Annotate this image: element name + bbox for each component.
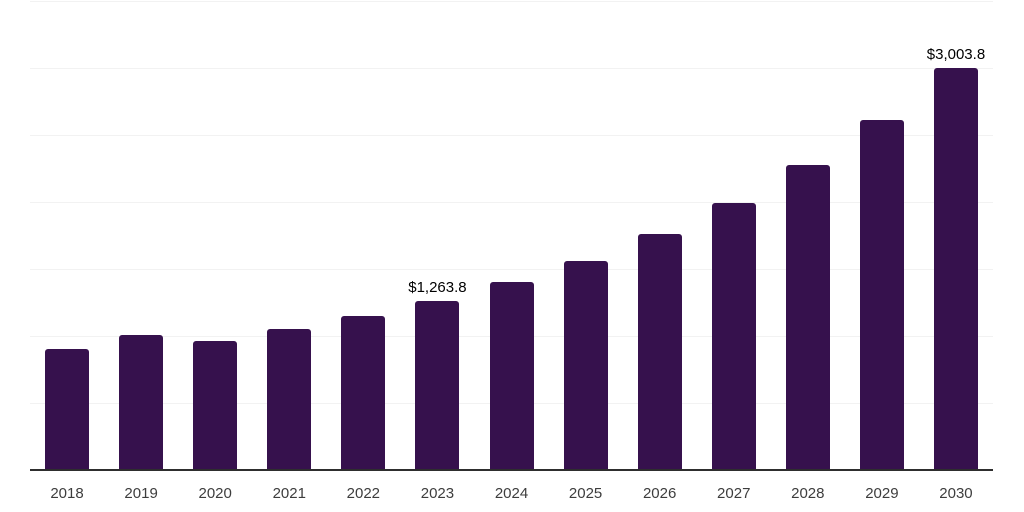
bar-2020	[193, 341, 238, 470]
bar-2023	[415, 300, 460, 470]
bar-2026	[637, 234, 682, 470]
band-2022	[326, 1, 400, 470]
band-2021	[252, 1, 326, 470]
band-2026	[623, 1, 697, 470]
band-2019	[104, 1, 178, 470]
band-2029	[845, 1, 919, 470]
bar-2022	[341, 315, 386, 470]
plot-area: $1,263.8 $3,003.8	[30, 1, 993, 470]
x-tick-2029: 2029	[865, 485, 899, 502]
gridline-2500	[30, 135, 993, 136]
band-2018	[30, 1, 104, 470]
x-axis-line	[30, 469, 993, 471]
bar-2025	[563, 261, 608, 470]
bar-2024	[489, 281, 534, 470]
band-2023: $1,263.8	[400, 1, 474, 470]
x-tick-2025: 2025	[568, 485, 603, 502]
band-2030: $3,003.8	[919, 1, 993, 470]
x-tick-2024: 2024	[494, 485, 529, 502]
x-tick-2030: 2030	[939, 485, 973, 502]
data-label-2023: $1,263.8	[408, 279, 467, 297]
band-2025	[549, 1, 623, 470]
x-tick-2027: 2027	[717, 485, 751, 502]
bar-2027	[711, 202, 756, 470]
x-tick-2018: 2018	[50, 485, 84, 502]
bar-2021	[267, 329, 312, 470]
bar-2018	[45, 349, 90, 470]
data-label-2030: $3,003.8	[926, 46, 986, 63]
x-tick-2020: 2020	[198, 485, 232, 502]
bar-2029	[859, 120, 904, 470]
x-axis: 2018 2019 2020 2021 2022 2023 2024 2025 2026 2027…	[30, 485, 993, 502]
bar-2019	[119, 335, 164, 470]
x-tick-2022: 2022	[346, 485, 381, 502]
bar-2028	[785, 165, 830, 470]
x-tick-2028: 2028	[791, 485, 825, 502]
gridline-1500	[30, 269, 993, 270]
band-2028	[771, 1, 845, 470]
band-2020	[178, 1, 252, 470]
band-2024	[474, 1, 548, 470]
bar-2030	[933, 67, 978, 470]
gridline-2000	[30, 202, 993, 203]
x-tick-2023: 2023	[420, 485, 455, 502]
band-2027	[697, 1, 771, 470]
x-tick-2021: 2021	[272, 485, 306, 502]
gridline-3000	[30, 68, 993, 69]
x-tick-2026: 2026	[642, 485, 677, 502]
gridline-3500	[30, 1, 993, 2]
x-tick-2019: 2019	[124, 485, 158, 502]
